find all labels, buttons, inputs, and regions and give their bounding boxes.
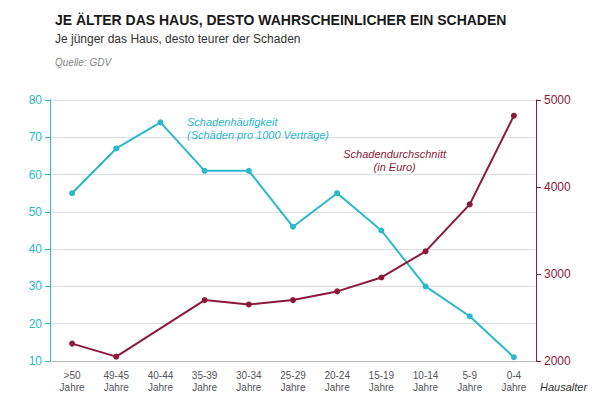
- svg-text:Jahre: Jahre: [104, 382, 129, 393]
- svg-text:40-44: 40-44: [148, 370, 174, 381]
- svg-text:(in Euro): (in Euro): [374, 161, 417, 173]
- svg-text:49-45: 49-45: [103, 370, 129, 381]
- svg-text:Jahre: Jahre: [280, 382, 305, 393]
- svg-text:JE ÄLTER DAS HAUS, DESTO WAHRS: JE ÄLTER DAS HAUS, DESTO WAHRSCHEINLICHE…: [55, 12, 506, 28]
- svg-text:15-19: 15-19: [369, 370, 395, 381]
- svg-text:50: 50: [29, 205, 43, 219]
- svg-text:20: 20: [29, 317, 43, 331]
- svg-text:80: 80: [29, 93, 43, 107]
- svg-text:Jahre: Jahre: [236, 382, 261, 393]
- svg-text:Jahre: Jahre: [369, 382, 394, 393]
- svg-text:10: 10: [29, 354, 43, 368]
- svg-text:25-29: 25-29: [280, 370, 306, 381]
- svg-text:2000: 2000: [544, 354, 571, 368]
- svg-text:Schadenhäufigkeit: Schadenhäufigkeit: [187, 116, 278, 128]
- svg-text:5000: 5000: [544, 93, 571, 107]
- svg-text:35-39: 35-39: [192, 370, 218, 381]
- svg-text:Jahre: Jahre: [148, 382, 173, 393]
- svg-text:3000: 3000: [544, 267, 571, 281]
- svg-text:Jahre: Jahre: [192, 382, 217, 393]
- svg-text:Jahre: Jahre: [60, 382, 85, 393]
- svg-text:20-24: 20-24: [324, 370, 350, 381]
- svg-text:40: 40: [29, 242, 43, 256]
- svg-text:Schadendurchschnitt: Schadendurchschnitt: [343, 148, 447, 160]
- svg-text:Hausalter: Hausalter: [540, 381, 588, 393]
- svg-text:Je jünger das Haus, desto teur: Je jünger das Haus, desto teurer der Sch…: [55, 32, 300, 46]
- svg-text:30: 30: [29, 279, 43, 293]
- svg-text:Quelle: GDV: Quelle: GDV: [55, 57, 112, 68]
- svg-text:>50: >50: [64, 370, 81, 381]
- svg-text:4000: 4000: [544, 180, 571, 194]
- svg-text:30-34: 30-34: [236, 370, 262, 381]
- svg-text:(Schäden pro 1000 Verträge): (Schäden pro 1000 Verträge): [187, 129, 329, 141]
- svg-text:Jahre: Jahre: [413, 382, 438, 393]
- svg-text:5-9: 5-9: [463, 370, 478, 381]
- svg-text:Jahre: Jahre: [501, 382, 526, 393]
- svg-text:70: 70: [29, 130, 43, 144]
- svg-text:60: 60: [29, 168, 43, 182]
- svg-text:Jahre: Jahre: [325, 382, 350, 393]
- svg-text:0-4: 0-4: [507, 370, 522, 381]
- svg-text:10-14: 10-14: [413, 370, 439, 381]
- svg-text:Jahre: Jahre: [457, 382, 482, 393]
